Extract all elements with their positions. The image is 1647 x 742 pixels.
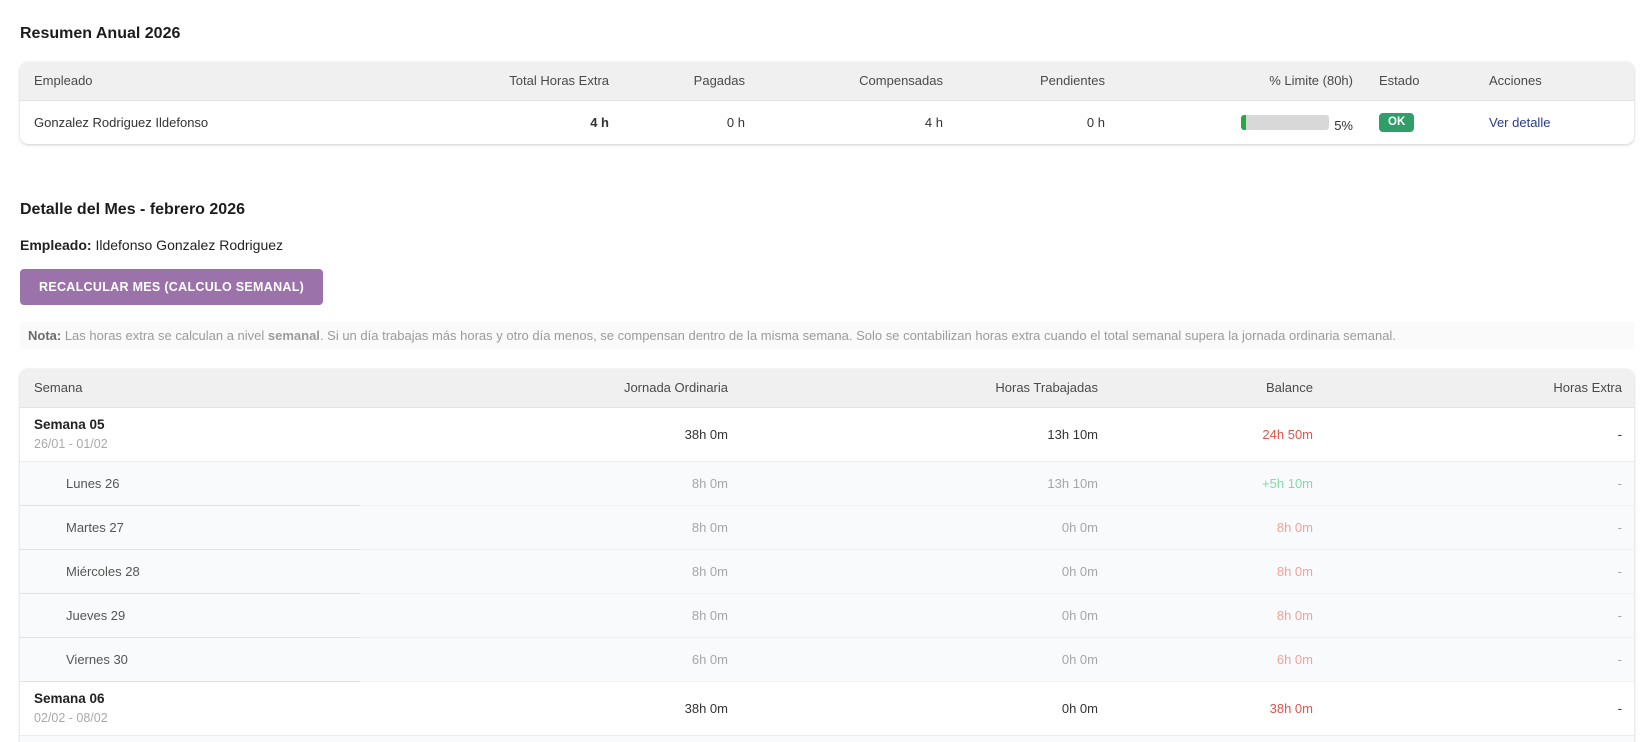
col-total-horas-extra: Total Horas Extra: [460, 62, 621, 101]
compensated-cell: 4 h: [924, 114, 943, 130]
day-cell-ordinary: 8h 0m: [360, 549, 740, 594]
limit-progress-fill: [1241, 114, 1246, 130]
day-cell-extra: -: [1325, 505, 1634, 550]
day-cell-balance: 8h 0m: [1110, 549, 1325, 594]
week-header-row: Semana Jornada Ordinaria Horas Trabajada…: [20, 369, 1634, 408]
day-cell-worked: 13h 10m: [740, 461, 1110, 506]
actions-cell: Ver detalle: [1475, 100, 1634, 144]
week-detail-card: Semana Jornada Ordinaria Horas Trabajada…: [20, 369, 1634, 742]
note-text-1: Las horas extra se calculan a nivel: [61, 328, 268, 343]
status-cell: OK: [1365, 100, 1475, 144]
col-acciones: Acciones: [1475, 62, 1634, 101]
day-row: [20, 735, 1634, 742]
note-bold-semanal: semanal: [267, 328, 320, 343]
week-cell-ordinary: 38h 0m: [360, 407, 740, 462]
day-row: Miércoles 28 8h 0m 0h 0m 8h 0m -: [20, 549, 1634, 594]
day-cell-extra: -: [1325, 593, 1634, 638]
col-jornada-ordinaria: Jornada Ordinaria: [360, 369, 740, 408]
day-label-cell: Jueves 29: [20, 593, 360, 638]
week-cell-balance: 24h 50m: [1110, 407, 1325, 462]
day-cell-ordinary: [360, 735, 740, 742]
day-row: Martes 27 8h 0m 0h 0m 8h 0m -: [20, 505, 1634, 550]
day-cell-ordinary: 8h 0m: [360, 505, 740, 550]
employee-name: Ildefonso Gonzalez Rodriguez: [95, 237, 284, 253]
month-detail-title: Detalle del Mes - febrero 2026: [20, 201, 245, 218]
week-table-body: Semana 05 26/01 - 01/02 38h 0m 13h 10m 24h 5…: [20, 407, 1634, 742]
paid-cell: 0 h: [726, 114, 745, 130]
week-row: Semana 06 02/02 - 08/02 38h 0m 0h 0m 38h 0m -: [20, 681, 1634, 736]
week-label: Semana 05: [34, 416, 105, 432]
annual-summary-card: Empleado Total Horas Extra Pagadas Compe…: [20, 62, 1634, 144]
day-cell-balance: [1110, 735, 1325, 742]
employee-row: Gonzalez Rodriguez Ildefonso 4 h 0 h 4 h…: [20, 100, 1634, 144]
week-label: Semana 06: [34, 690, 105, 706]
day-cell-extra: -: [1325, 461, 1634, 506]
week-cell-worked: 0h 0m: [740, 681, 1110, 736]
limit-progress-bar: [1241, 114, 1330, 130]
day-cell-extra: -: [1325, 637, 1634, 682]
week-cell-extra: -: [1325, 681, 1634, 736]
annual-summary-title: Resumen Anual 2026: [20, 25, 181, 42]
week-detail-table: Semana Jornada Ordinaria Horas Trabajada…: [20, 369, 1634, 742]
day-row: Viernes 30 6h 0m 0h 0m 6h 0m -: [20, 637, 1634, 682]
pending-cell: 0 h: [1086, 114, 1105, 130]
day-cell-worked: 0h 0m: [740, 549, 1110, 594]
day-cell-balance: 6h 0m: [1110, 637, 1325, 682]
view-detail-link[interactable]: Ver detalle: [1489, 114, 1551, 130]
col-limite: % Limite (80h): [1117, 62, 1365, 101]
col-pagadas: Pagadas: [621, 62, 757, 101]
col-semana: Semana: [20, 369, 360, 408]
col-estado: Estado: [1365, 62, 1475, 101]
col-empleado: Empleado: [20, 62, 460, 101]
limit-percent-label: 5%: [1334, 117, 1353, 133]
day-label-cell: Lunes 26: [20, 461, 360, 506]
week-label-cell: Semana 06 02/02 - 08/02: [20, 681, 360, 736]
employee-label: Empleado:: [20, 237, 92, 253]
employee-line: Empleado: Ildefonso Gonzalez Rodriguez: [20, 237, 1634, 253]
day-cell-worked: 0h 0m: [740, 593, 1110, 638]
total-extra-cell: 4 h: [590, 114, 609, 130]
week-label-cell: Semana 05 26/01 - 01/02: [20, 407, 360, 462]
annual-header-row: Empleado Total Horas Extra Pagadas Compe…: [20, 62, 1634, 101]
day-cell-balance: +5h 10m: [1110, 461, 1325, 506]
note-label: Nota:: [28, 328, 62, 343]
day-cell-extra: [1325, 735, 1634, 742]
week-cell-worked: 13h 10m: [740, 407, 1110, 462]
week-cell-balance: 38h 0m: [1110, 681, 1325, 736]
weekly-calculation-note: Nota: Las horas extra se calculan a nive…: [20, 322, 1634, 349]
day-cell-balance: 8h 0m: [1110, 593, 1325, 638]
day-cell-ordinary: 6h 0m: [360, 637, 740, 682]
col-compensadas: Compensadas: [757, 62, 955, 101]
recalculate-month-button[interactable]: RECALCULAR MES (CALCULO SEMANAL): [20, 269, 324, 305]
employee-name-cell: Gonzalez Rodriguez Ildefonso: [34, 114, 209, 130]
limit-cell: 5%: [1117, 100, 1365, 144]
day-cell-ordinary: 8h 0m: [360, 461, 740, 506]
status-badge: OK: [1379, 112, 1415, 132]
col-horas-trabajadas: Horas Trabajadas: [740, 369, 1110, 408]
col-horas-extra: Horas Extra: [1325, 369, 1634, 408]
day-row: Lunes 26 8h 0m 13h 10m +5h 10m -: [20, 461, 1634, 506]
col-pendientes: Pendientes: [955, 62, 1117, 101]
day-cell-extra: -: [1325, 549, 1634, 594]
week-date-range: 02/02 - 08/02: [34, 710, 108, 725]
day-cell-worked: [740, 735, 1110, 742]
col-balance: Balance: [1110, 369, 1325, 408]
week-cell-ordinary: 38h 0m: [360, 681, 740, 736]
day-label-cell: Viernes 30: [20, 637, 360, 682]
day-cell-worked: 0h 0m: [740, 637, 1110, 682]
week-row: Semana 05 26/01 - 01/02 38h 0m 13h 10m 24h 5…: [20, 407, 1634, 462]
day-cell-balance: 8h 0m: [1110, 505, 1325, 550]
annual-summary-table: Empleado Total Horas Extra Pagadas Compe…: [20, 62, 1634, 144]
day-row: Jueves 29 8h 0m 0h 0m 8h 0m -: [20, 593, 1634, 638]
day-label-cell: Miércoles 28: [20, 549, 360, 594]
day-label-cell: Martes 27: [20, 505, 360, 550]
day-label-cell: [20, 735, 360, 742]
day-cell-ordinary: 8h 0m: [360, 593, 740, 638]
note-text-2: . Si un día trabajas más horas y otro dí…: [319, 328, 1396, 343]
day-cell-worked: 0h 0m: [740, 505, 1110, 550]
week-cell-extra: -: [1325, 407, 1634, 462]
week-date-range: 26/01 - 01/02: [34, 436, 108, 451]
